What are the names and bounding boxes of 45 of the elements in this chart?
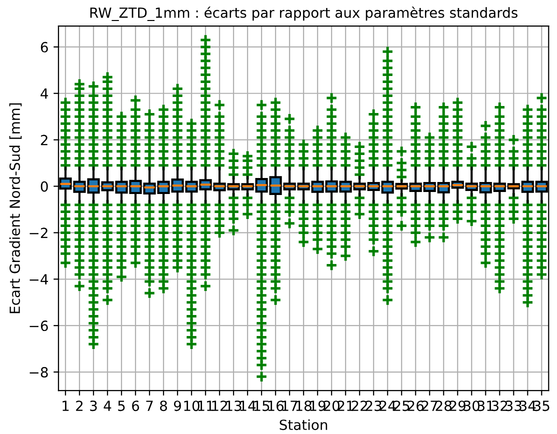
x-tick-label: 8 [160, 400, 167, 412]
y-tick-label: 6 [40, 42, 48, 52]
x-tick-label: 6 [132, 400, 140, 412]
x-axis-title: Station [280, 419, 328, 430]
y-tick-label: 4 [40, 88, 48, 99]
x-tick-label: 11 [198, 400, 214, 411]
x-tick-label: 7 [146, 400, 153, 411]
y-tick-label: −4 [30, 274, 48, 284]
x-tick-label: 29 [450, 400, 466, 412]
x-tick-label: 21 [338, 400, 354, 411]
y-tick-label: −8 [30, 366, 48, 378]
x-tick-label: 9 [174, 400, 181, 412]
y-tick-label: 0 [40, 181, 48, 192]
x-tick-label: 34 [520, 400, 536, 412]
x-tick-label: 15 [254, 400, 270, 412]
x-tick-label: 10 [184, 400, 200, 412]
x-tick-label: 1 [62, 400, 69, 411]
x-tick-label: 18 [296, 400, 312, 412]
x-tick-label: 33 [506, 400, 522, 412]
x-tick-label: 25 [394, 400, 410, 412]
x-tick-label: 26 [408, 400, 424, 412]
chart-title: RW_ZTD_1mm : écarts par rapport aux paramètres standards [90, 6, 518, 21]
y-tick-label: 2 [40, 134, 48, 146]
x-tick-label: 20 [324, 400, 340, 412]
x-tick-label: 2 [76, 400, 83, 411]
x-tick-label: 16 [268, 400, 284, 412]
y-axis-title: Ecart Gradient Nord-Sud [mm] [9, 103, 22, 314]
x-tick-label: 3 [90, 400, 97, 412]
x-tick-label: 22 [352, 400, 368, 411]
y-tick-label: −6 [30, 320, 48, 332]
x-tick-label: 23 [366, 400, 382, 412]
x-tick-label: 27 [422, 400, 438, 411]
x-tick-label: 31 [478, 400, 494, 412]
x-tick-label: 4 [104, 400, 112, 411]
x-tick-label: 5 [118, 400, 125, 412]
x-tick-label: 12 [212, 400, 227, 411]
x-tick-label: 14 [240, 400, 256, 411]
x-tick-label: 13 [226, 400, 242, 412]
x-tick-label: 35 [534, 400, 550, 412]
x-tick-label: 24 [380, 400, 396, 411]
y-tick-label: −2 [30, 228, 48, 238]
x-tick-label: 32 [492, 400, 508, 412]
x-tick-label: 30 [464, 400, 480, 412]
x-tick-label: 19 [310, 400, 326, 412]
x-tick-label: 17 [282, 400, 298, 411]
